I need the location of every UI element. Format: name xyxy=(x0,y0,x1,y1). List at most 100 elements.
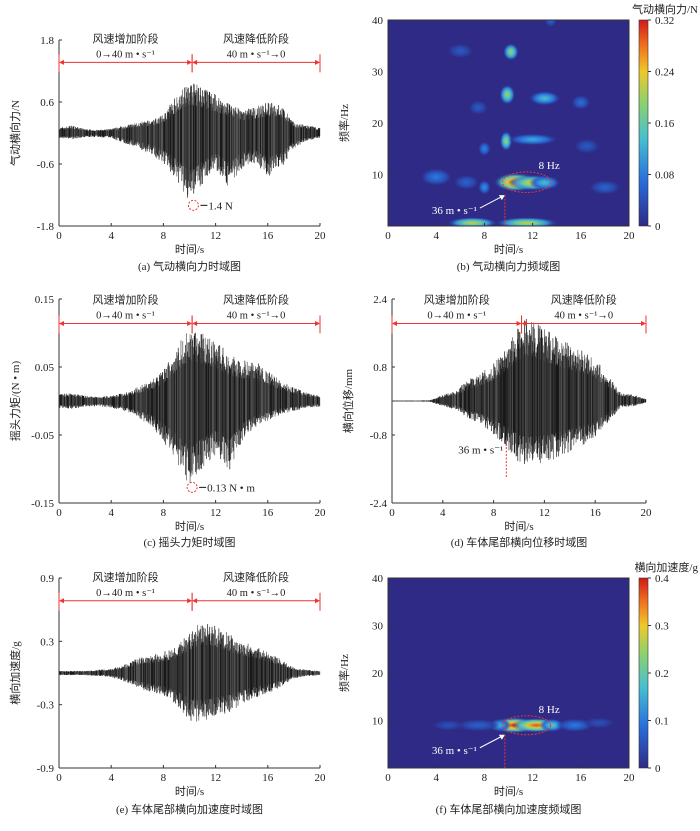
y-tick-label: 40 xyxy=(372,15,384,27)
x-tick-label: 20 xyxy=(624,772,636,784)
arrowhead xyxy=(59,320,64,326)
y-tick-label: 20 xyxy=(372,668,384,680)
x-tick-label: 12 xyxy=(210,507,221,519)
x-axis-label: 时间/s xyxy=(494,785,523,798)
arrowhead xyxy=(315,320,320,326)
colorbar-tick-label: 0.24 xyxy=(655,67,675,79)
arrowhead xyxy=(315,598,320,604)
x-axis-label: 时间/s xyxy=(504,520,533,533)
x-tick-label: 4 xyxy=(108,772,114,784)
x-axis-label: 时间/s xyxy=(175,785,204,798)
annotation-arrow xyxy=(479,735,504,749)
spectral-peak xyxy=(528,91,561,106)
x-tick-label: 12 xyxy=(210,772,221,784)
colorbar xyxy=(638,19,649,227)
colorbar-tick-label: 0.1 xyxy=(655,716,669,728)
frequency-annotation: 8 Hz xyxy=(539,704,560,716)
panel-caption: (b) 气动横向力频域图 xyxy=(457,259,561,273)
x-tick-label: 20 xyxy=(315,772,327,784)
x-tick-label: 16 xyxy=(262,507,274,519)
spectral-peak xyxy=(571,95,591,110)
speed-annotation: 36 m • s⁻¹ xyxy=(432,745,477,757)
frequency-annotation: 8 Hz xyxy=(539,160,560,172)
y-tick-label: 30 xyxy=(372,621,384,633)
x-tick-label: 12 xyxy=(210,230,221,242)
spectral-peak xyxy=(583,717,615,729)
arrowhead xyxy=(641,320,646,326)
signal-trace xyxy=(58,624,321,722)
x-tick-label: 8 xyxy=(491,507,497,519)
spectral-peak xyxy=(528,175,561,190)
x-tick-label: 20 xyxy=(315,230,327,242)
y-tick-label: 0.05 xyxy=(35,362,55,374)
phase-speed: 0→40 m • s⁻¹ xyxy=(96,310,155,321)
panel-caption: (d) 车体尾部横向位移时域图 xyxy=(451,535,588,549)
y-tick-label: 10 xyxy=(372,716,384,728)
phase-label: 风速降低阶段 xyxy=(223,570,289,584)
colorbar-tick-label: 0.4 xyxy=(655,573,669,585)
peak-annotation: 0.13 N • m xyxy=(207,482,255,494)
phase-speed: 40 m • s⁻¹→0 xyxy=(227,588,286,599)
y-tick-label: 0.6 xyxy=(40,97,54,109)
signal-trace xyxy=(391,318,647,465)
phase-label: 风速增加阶段 xyxy=(424,292,490,306)
peak-ellipse xyxy=(501,171,552,194)
x-tick-label: 0 xyxy=(56,772,62,784)
colorbar-tick-label: 0.32 xyxy=(655,15,674,27)
colorbar-tick-label: 0 xyxy=(655,763,661,775)
x-tick-label: 20 xyxy=(624,230,636,242)
x-tick-label: 12 xyxy=(527,230,538,242)
spectral-peak xyxy=(499,84,516,105)
spectral-peak xyxy=(432,719,464,731)
arrowhead xyxy=(187,598,193,604)
y-tick-label: -1.8 xyxy=(37,221,55,233)
x-tick-label: 16 xyxy=(575,230,587,242)
spectral-peak xyxy=(539,718,565,732)
colorbar-tick-label: 0 xyxy=(655,221,661,233)
colorbar-tick-label: 0.3 xyxy=(655,621,669,633)
y-tick-label: -0.05 xyxy=(31,430,54,442)
x-axis-label: 时间/s xyxy=(175,243,204,256)
colorbar-tick-label: 0.16 xyxy=(655,118,675,130)
y-tick-label: -0.6 xyxy=(37,159,55,171)
panel-caption: (c) 摇头力矩时域图 xyxy=(144,535,236,549)
y-tick-label: -0.3 xyxy=(37,700,55,712)
arrowhead xyxy=(521,320,527,326)
signal-trace xyxy=(58,332,321,483)
y-tick-label: 0.15 xyxy=(35,294,55,306)
y-tick-label: -0.15 xyxy=(31,498,54,510)
spectral-peak xyxy=(589,180,621,195)
y-tick-label: 1.8 xyxy=(40,35,54,47)
arrowhead xyxy=(59,59,64,65)
colorbar-label: 横向加速度/g xyxy=(634,560,698,574)
x-tick-label: 0 xyxy=(56,230,62,242)
arrowhead xyxy=(59,598,64,604)
y-axis-label: 频率/Hz xyxy=(337,654,351,692)
x-tick-label: 8 xyxy=(161,230,167,242)
spectral-peak xyxy=(495,217,558,226)
x-tick-label: 0 xyxy=(389,507,395,519)
phase-label: 风速降低阶段 xyxy=(551,292,617,306)
colorbar-label: 气动横向力/N xyxy=(632,2,698,16)
arrowhead xyxy=(192,59,198,65)
x-tick-label: 4 xyxy=(440,507,446,519)
speed-annotation: 36 m • s⁻¹ xyxy=(458,445,503,457)
y-tick-label: -0.9 xyxy=(37,763,55,775)
arrowhead xyxy=(192,320,198,326)
panel-c: 风速增加阶段 0→40 m • s⁻¹ 风速降低阶段 40 m • s⁻¹→0 0.13… xyxy=(8,292,326,549)
phase-speed: 40 m • s⁻¹→0 xyxy=(227,310,286,321)
colorbar-tick-label: 0.08 xyxy=(655,170,675,182)
spectral-peak xyxy=(544,20,557,28)
panel-f: 8 Hz 36 m • s⁻¹ 横向加速度/g 0 0.1 0.2 0.3 0.4 0 4 8 12 1… xyxy=(337,560,698,816)
arrowhead xyxy=(192,598,198,604)
x-tick-label: 0 xyxy=(385,772,391,784)
x-tick-label: 8 xyxy=(161,772,167,784)
phase-label: 风速增加阶段 xyxy=(93,31,159,45)
spectral-peak xyxy=(456,719,501,732)
y-tick-label: 20 xyxy=(372,118,384,130)
y-tick-label: 10 xyxy=(372,170,384,182)
spectral-peak xyxy=(507,133,558,146)
x-tick-label: 12 xyxy=(539,507,550,519)
annotation-arrow xyxy=(479,195,504,209)
spectral-peak xyxy=(478,180,491,195)
